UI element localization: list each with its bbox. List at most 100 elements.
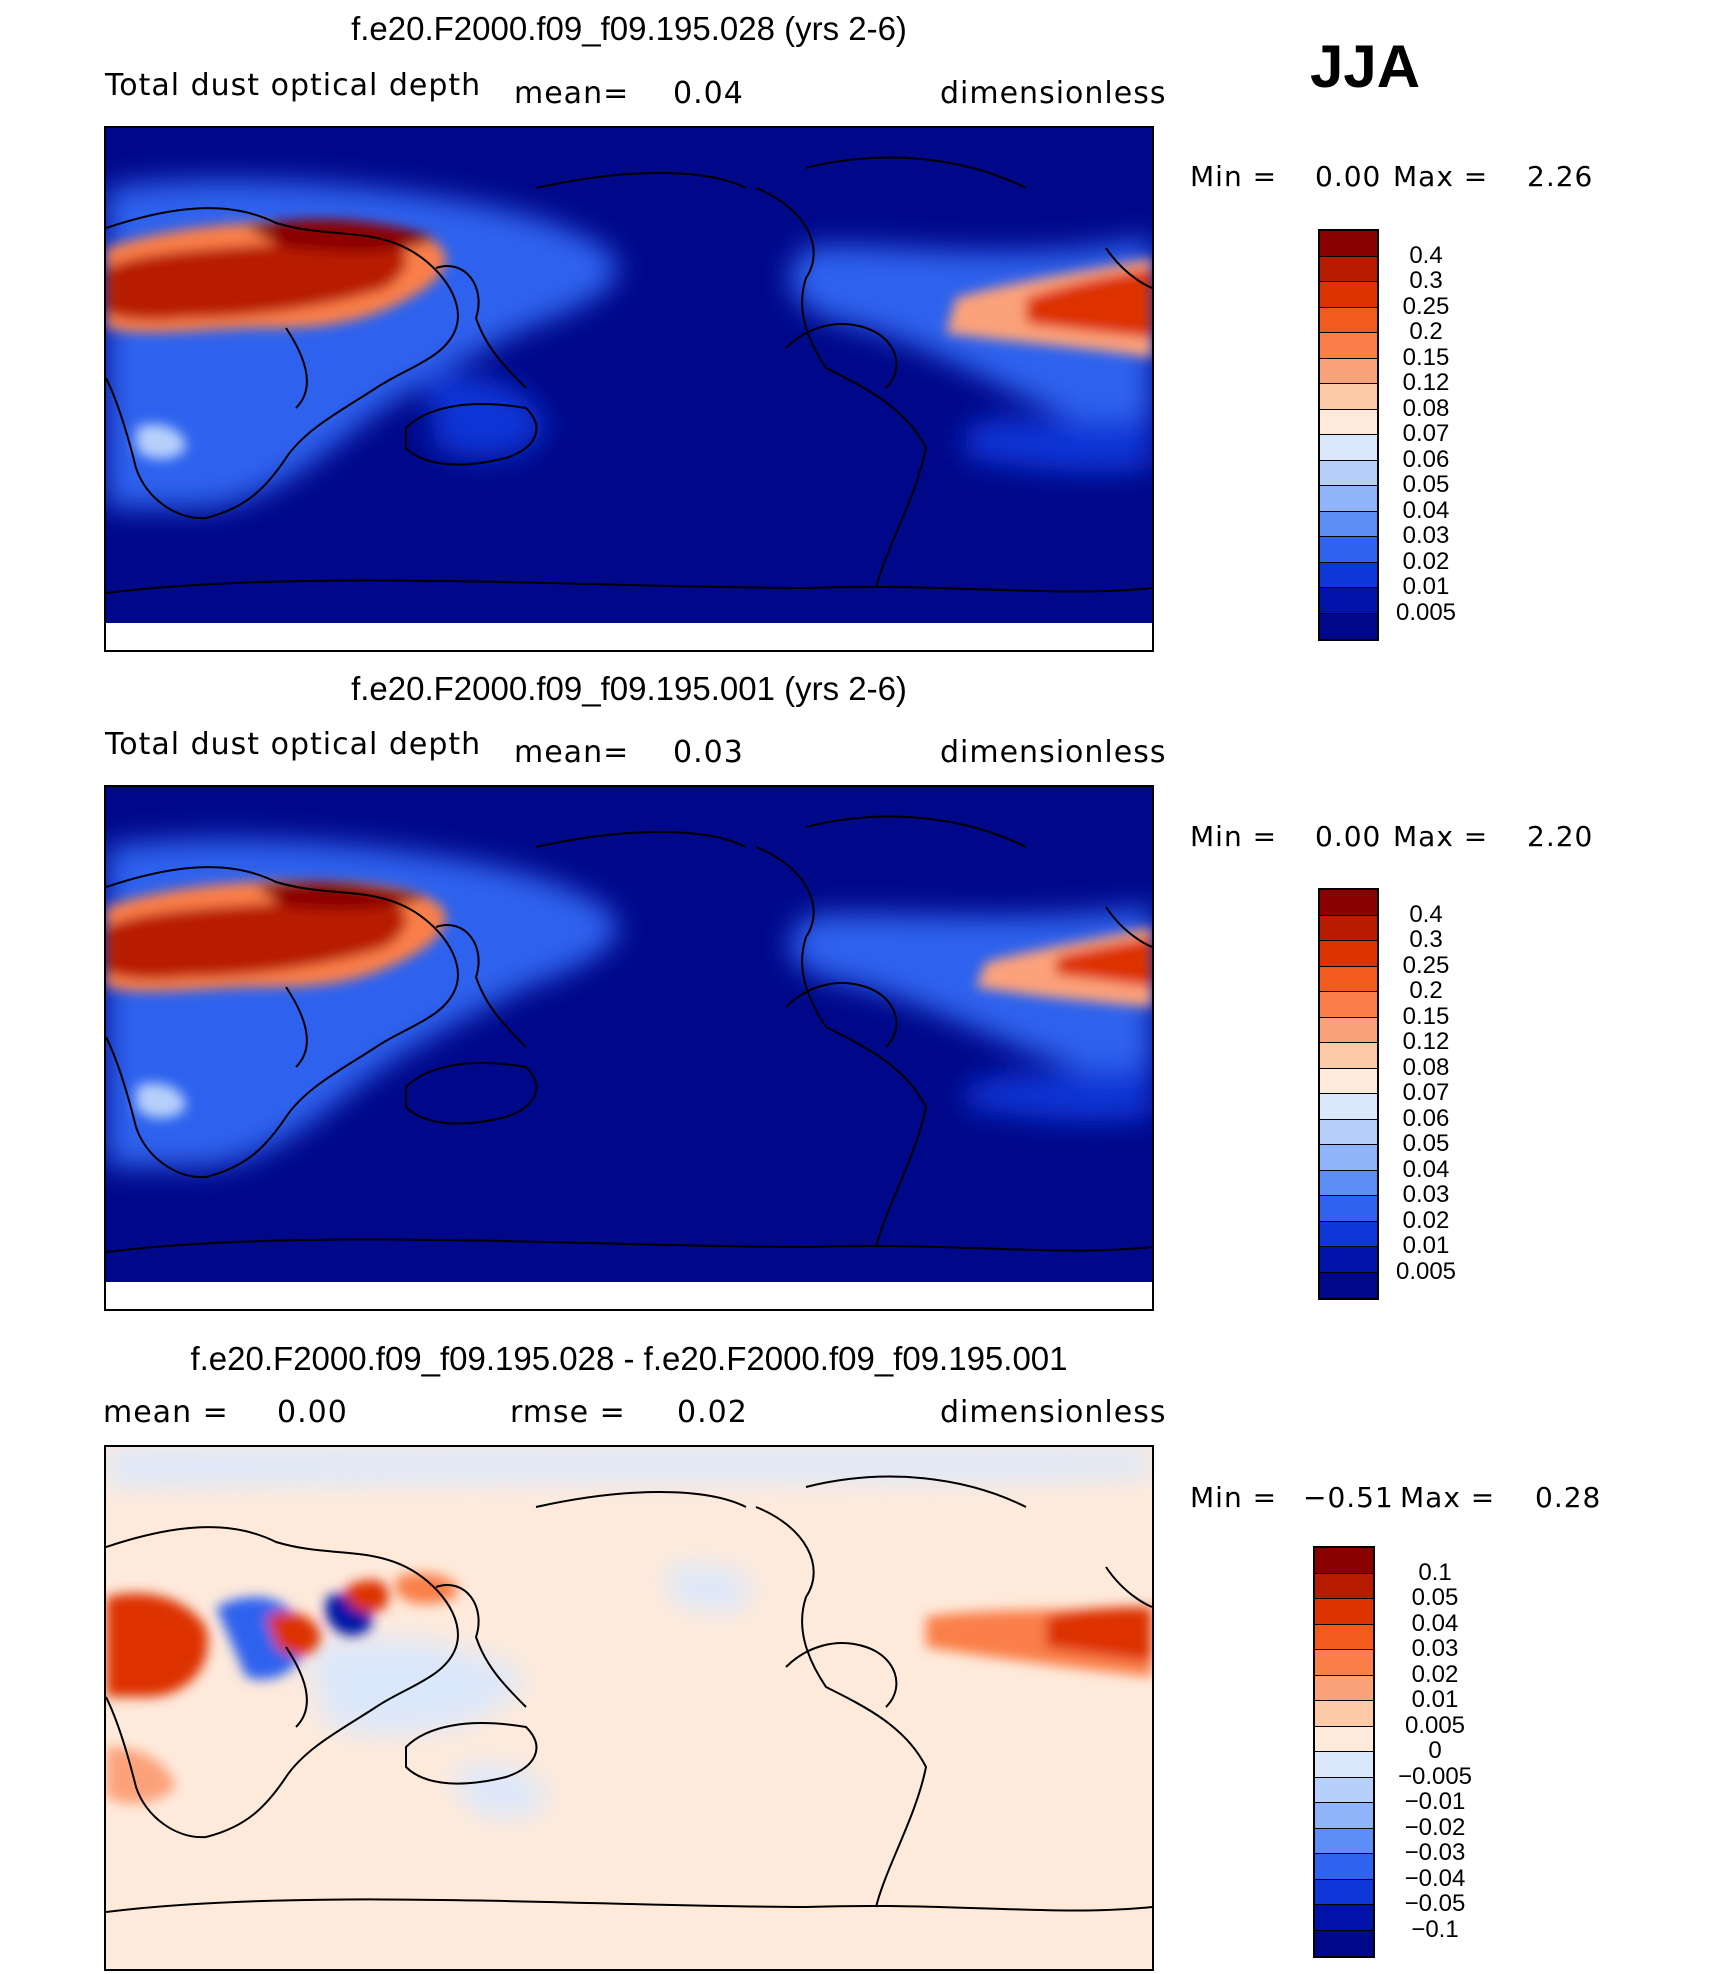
panel-top-colorbar-tick-label: 0.25 xyxy=(1402,292,1450,320)
panel-diff-colorbar-swatch xyxy=(1315,1752,1373,1778)
panel-middle-colorbar-tick-label: 0.03 xyxy=(1402,1181,1450,1208)
coastlines xyxy=(106,815,1152,1253)
panel-diff-colorbar-swatch xyxy=(1315,1675,1373,1701)
panel-top-colorbar-tick-label: 0.2 xyxy=(1409,318,1443,345)
panel-middle-units: dimensionless xyxy=(940,735,1167,770)
panel-diff-colorbar-labels: 0.1 0.05 0.04 0.03 0.02 0.01 0.005 0 −0.005 −0.01… xyxy=(1385,1546,1485,1958)
panel-diff-colorbar-swatch xyxy=(1315,1854,1373,1880)
panel-middle-colorbar-swatch xyxy=(1320,1272,1377,1298)
panel-middle-colorbar-swatch xyxy=(1320,992,1377,1018)
panel-top-colorbar-swatch xyxy=(1320,588,1377,614)
panel-middle-colorbar-swatch xyxy=(1320,966,1377,992)
missing-data-band xyxy=(106,1282,1152,1309)
panel-diff-colorbar-swatch xyxy=(1315,1905,1373,1931)
panel-diff-colorbar-swatch xyxy=(1315,1548,1373,1574)
panel-diff-colorbar-tick-label: 0.005 xyxy=(1404,1711,1466,1739)
panel-top-colorbar-swatch xyxy=(1320,282,1377,308)
panel-middle-min-label: Min = xyxy=(1190,820,1278,853)
panel-diff-colorbar-tick-label: −0.04 xyxy=(1404,1864,1466,1892)
panel-top-colorbar-swatch xyxy=(1320,307,1377,333)
panel-diff-units: dimensionless xyxy=(940,1395,1167,1430)
panel-diff-colorbar-swatch xyxy=(1315,1650,1373,1676)
panel-top-colorbar-swatch xyxy=(1320,613,1377,639)
panel-middle-colorbar-swatch xyxy=(1320,941,1377,967)
panel-diff-map-svg xyxy=(106,1447,1152,1969)
panel-top-colorbar-swatch xyxy=(1320,231,1377,257)
panel-middle-colorbar-swatch xyxy=(1320,890,1377,916)
panel-top-mean-label: mean= xyxy=(514,76,630,111)
panel-middle-variable: Total dust optical depth xyxy=(105,727,482,762)
panel-middle-colorbar-tick-label: 0.02 xyxy=(1402,1206,1450,1234)
panel-top-colorbar-tick-label: 0.06 xyxy=(1402,445,1450,473)
panel-top-max-value: 2.26 xyxy=(1527,160,1594,193)
panel-middle-colorbar-swatch xyxy=(1320,1170,1377,1196)
panel-diff-colorbar-tick-label: −0.02 xyxy=(1404,1813,1466,1841)
panel-diff-rmse-value: 0.02 xyxy=(677,1395,748,1430)
coastlines xyxy=(106,156,1152,594)
panel-top-colorbar-swatch xyxy=(1320,435,1377,461)
panel-diff-map xyxy=(104,1445,1154,1971)
panel-diff-colorbar-swatch xyxy=(1315,1777,1373,1803)
panel-middle-map xyxy=(104,785,1154,1311)
panel-middle-min-value: 0.00 xyxy=(1315,820,1382,853)
panel-middle-colorbar-swatch xyxy=(1320,1068,1377,1094)
panel-top-mean-value: 0.04 xyxy=(673,76,744,111)
panel-middle-mean-value: 0.03 xyxy=(673,735,744,770)
panel-diff-colorbar-swatch xyxy=(1315,1701,1373,1727)
panel-top-colorbar xyxy=(1318,229,1379,641)
panel-middle-colorbar xyxy=(1318,888,1379,1300)
panel-diff-max-value: 0.28 xyxy=(1535,1481,1602,1514)
panel-top-colorbar-swatch xyxy=(1320,562,1377,588)
panel-top-colorbar-tick-label: 0.04 xyxy=(1402,496,1450,524)
panel-middle-max-value: 2.20 xyxy=(1527,820,1594,853)
panel-middle-mean-label: mean= xyxy=(514,735,630,770)
panel-diff-colorbar-tick-label: −0.01 xyxy=(1404,1788,1466,1815)
panel-top-colorbar-swatch xyxy=(1320,537,1377,563)
panel-middle-colorbar-swatch xyxy=(1320,1145,1377,1171)
panel-top-colorbar-tick-label: 0.005 xyxy=(1395,598,1457,626)
panel-diff-colorbar-swatch xyxy=(1315,1803,1373,1829)
panel-diff-colorbar-swatch xyxy=(1315,1879,1373,1905)
dust-plume-core xyxy=(106,880,1152,1119)
panel-top-title: f.e20.F2000.f09_f09.195.028 (yrs 2-6) xyxy=(351,10,907,47)
panel-middle-colorbar-tick-label: 0.4 xyxy=(1409,900,1443,928)
panel-diff-colorbar-tick-label: 0 xyxy=(1428,1737,1442,1764)
panel-middle-map-svg xyxy=(106,787,1152,1309)
panel-middle-colorbar-swatch xyxy=(1320,1094,1377,1120)
panel-diff-colorbar-tick-label: 0.1 xyxy=(1418,1558,1452,1586)
panel-diff-title: f.e20.F2000.f09_f09.195.028 - f.e20.F200… xyxy=(190,1340,1068,1377)
panel-diff-colorbar-swatch xyxy=(1315,1599,1373,1625)
panel-middle-colorbar-tick-label: 0.01 xyxy=(1402,1232,1450,1259)
coastlines xyxy=(106,1475,1152,1913)
panel-middle-colorbar-tick-label: 0.005 xyxy=(1395,1257,1457,1285)
panel-top-colorbar-tick-label: 0.08 xyxy=(1402,394,1450,422)
panel-middle-colorbar-swatch xyxy=(1320,1221,1377,1247)
panel-middle-colorbar-tick-label: 0.04 xyxy=(1402,1155,1450,1183)
panel-middle-colorbar-tick-label: 0.12 xyxy=(1402,1028,1450,1055)
panel-diff-mean-label: mean = xyxy=(103,1395,229,1430)
panel-top-colorbar-swatch xyxy=(1320,384,1377,410)
panel-middle-max-label: Max = xyxy=(1393,820,1489,853)
panel-top-max-label: Max = xyxy=(1393,160,1489,193)
panel-middle-colorbar-swatch xyxy=(1320,1247,1377,1273)
panel-middle-title: f.e20.F2000.f09_f09.195.001 (yrs 2-6) xyxy=(351,670,907,707)
panel-top-colorbar-tick-label: 0.15 xyxy=(1402,343,1450,371)
panel-top-colorbar-swatch xyxy=(1320,333,1377,359)
missing-data-band xyxy=(106,623,1152,650)
panel-top-colorbar-tick-label: 0.05 xyxy=(1402,471,1450,498)
panel-top-map-svg xyxy=(106,128,1152,650)
panel-top-colorbar-swatch xyxy=(1320,409,1377,435)
season-label: JJA xyxy=(1310,33,1421,100)
panel-top-colorbar-labels: 0.4 0.3 0.25 0.2 0.15 0.12 0.08 0.07 0.06 0.05 0.0… xyxy=(1386,229,1466,641)
panel-diff-min-label: Min = xyxy=(1190,1481,1278,1514)
panel-top-colorbar-tick-label: 0.02 xyxy=(1402,547,1450,575)
panel-middle-colorbar-tick-label: 0.05 xyxy=(1402,1130,1450,1157)
panel-top-colorbar-tick-label: 0.3 xyxy=(1409,267,1443,294)
panel-top-colorbar-tick-label: 0.12 xyxy=(1402,369,1450,396)
panel-middle-colorbar-swatch xyxy=(1320,915,1377,941)
panel-diff-colorbar-swatch xyxy=(1315,1624,1373,1650)
panel-diff-max-label: Max = xyxy=(1400,1481,1496,1514)
panel-diff-colorbar-tick-label: 0.05 xyxy=(1411,1584,1459,1611)
panel-top-colorbar-swatch xyxy=(1320,358,1377,384)
panel-top-map xyxy=(104,126,1154,652)
